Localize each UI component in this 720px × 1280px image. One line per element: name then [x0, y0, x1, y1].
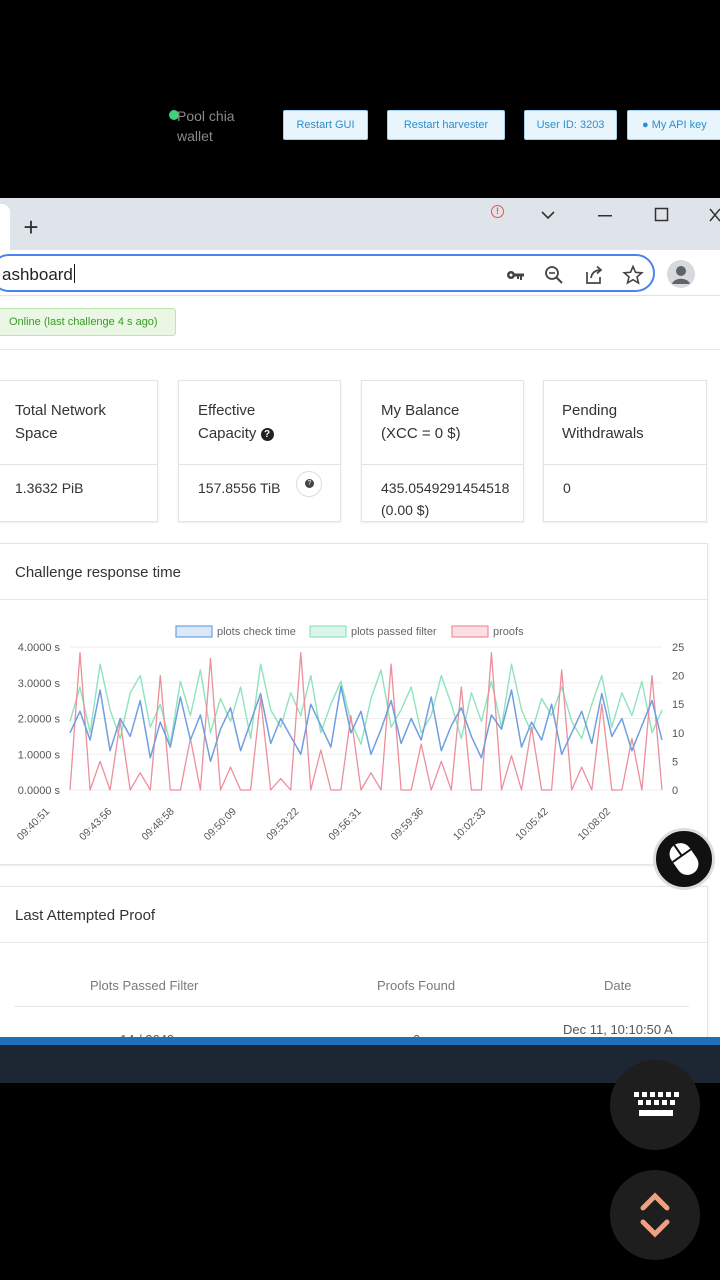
proof-panel: Last Attempted Proof — [0, 886, 708, 1038]
pool-wallet-label: Pool chia wallet — [177, 108, 235, 144]
dashboard-toolbar: Online (last challenge 4 s ago) — [0, 296, 720, 350]
warning-icon[interactable]: ! — [491, 205, 504, 218]
chart-panel: Challenge response time — [0, 543, 708, 865]
legend-swatch — [175, 625, 213, 638]
minimize-icon[interactable] — [597, 214, 613, 218]
table-divider — [14, 1006, 689, 1007]
x-tick-label: 10:08:02 — [576, 806, 613, 843]
new-tab-button[interactable]: + — [23, 212, 39, 242]
keyboard-icon — [634, 1092, 679, 1116]
y-right-tick-label: 20 — [672, 671, 684, 683]
y-right-tick-label: 5 — [672, 756, 678, 768]
y-left-tick-label: 3.0000 s — [18, 678, 61, 690]
restart-harvester-button[interactable]: Restart harvester — [387, 110, 505, 140]
chart-panel-title: Challenge response time — [15, 564, 181, 581]
star-icon[interactable] — [622, 264, 644, 286]
chevron-down-icon[interactable] — [540, 209, 556, 221]
y-right-tick-label: 10 — [672, 728, 684, 740]
api-key-button[interactable]: ● My API key — [627, 110, 720, 140]
series-proofs — [69, 652, 663, 791]
balance-value: 435.0549291454518 (0.00 $) — [381, 480, 510, 518]
scroll-toggle-button[interactable] — [610, 1170, 700, 1260]
taskbar — [0, 1037, 720, 1083]
challenge-response-chart: plots check time plots passed filter proof… — [15, 625, 684, 843]
close-icon[interactable] — [708, 207, 720, 223]
x-tick-label: 10:05:42 — [513, 806, 550, 843]
cell-date: Dec 11, 10:10:50 A — [563, 1022, 673, 1037]
x-tick-label: 10:02:33 — [451, 806, 488, 843]
share-icon[interactable] — [583, 264, 605, 286]
keyboard-button[interactable] — [610, 1060, 700, 1150]
col-header-date[interactable]: Date — [604, 978, 632, 993]
stat-card-network-space: Total Network Space 1.3632 PiB — [0, 380, 158, 522]
col-header-plots-passed[interactable]: Plots Passed Filter — [90, 978, 199, 993]
x-tick-label: 09:40:51 — [15, 806, 52, 843]
tab-bar: + — [0, 198, 720, 250]
mouse-icon — [669, 843, 699, 875]
address-text: ashboard — [2, 264, 75, 284]
stat-card-pending-withdrawals: Pending Withdrawals 0 — [543, 380, 707, 522]
pin-icon: ● — [642, 119, 649, 131]
stat-card-effective-capacity: Effective Capacity ? 157.8556 TiB ? — [178, 380, 341, 522]
status-badge: Online (last challenge 4 s ago) — [0, 308, 176, 336]
x-tick-label: 09:48:58 — [139, 806, 176, 843]
y-right-tick-label: 0 — [672, 785, 678, 797]
pool-status-dot — [169, 110, 179, 120]
stat-card-my-balance: My Balance (XCC = 0 $) 435.0549291454518(… — [361, 380, 524, 522]
y-right-tick-label: 15 — [672, 699, 684, 711]
y-left-tick-label: 1.0000 s — [18, 749, 61, 761]
legend-label: plots check time — [217, 626, 296, 638]
user-id-button[interactable]: User ID: 3203 — [524, 110, 617, 140]
key-icon[interactable] — [504, 264, 526, 286]
x-tick-label: 09:53:22 — [264, 806, 301, 843]
zoom-icon[interactable] — [543, 264, 565, 286]
expand-vertical-icon — [640, 1192, 670, 1238]
x-tick-label: 09:50:09 — [202, 806, 239, 843]
profile-icon[interactable] — [667, 260, 695, 288]
info-icon[interactable]: ? — [296, 471, 322, 497]
x-tick-label: 09:56:31 — [326, 806, 363, 843]
restart-gui-button[interactable]: Restart GUI — [283, 110, 368, 140]
y-left-tick-label: 0.0000 s — [18, 785, 61, 797]
y-right-tick-label: 25 — [672, 642, 684, 654]
y-left-tick-label: 4.0000 s — [18, 642, 61, 654]
y-left-tick-label: 2.0000 s — [18, 714, 61, 726]
network-space-value: 1.3632 PiB — [15, 480, 84, 496]
active-tab-edge[interactable] — [0, 204, 10, 250]
mouse-mode-button[interactable] — [653, 828, 715, 890]
legend-label: plots passed filter — [351, 626, 437, 638]
address-bar[interactable]: ashboard — [0, 254, 655, 292]
legend-swatch — [451, 625, 489, 638]
legend-label: proofs — [493, 626, 524, 638]
help-icon[interactable]: ? — [260, 428, 274, 441]
x-tick-label: 09:43:56 — [77, 806, 114, 843]
proof-panel-title: Last Attempted Proof — [15, 907, 156, 924]
x-tick-label: 09:59:36 — [389, 806, 426, 843]
col-header-proofs-found[interactable]: Proofs Found — [377, 978, 456, 993]
address-row: ashboard — [0, 250, 720, 296]
effective-capacity-value: 157.8556 TiB — [198, 480, 281, 496]
series-plots-check-time — [69, 685, 663, 763]
legend-swatch — [309, 625, 347, 638]
pending-withdrawals-value: 0 — [563, 480, 571, 496]
maximize-icon[interactable] — [654, 207, 670, 223]
